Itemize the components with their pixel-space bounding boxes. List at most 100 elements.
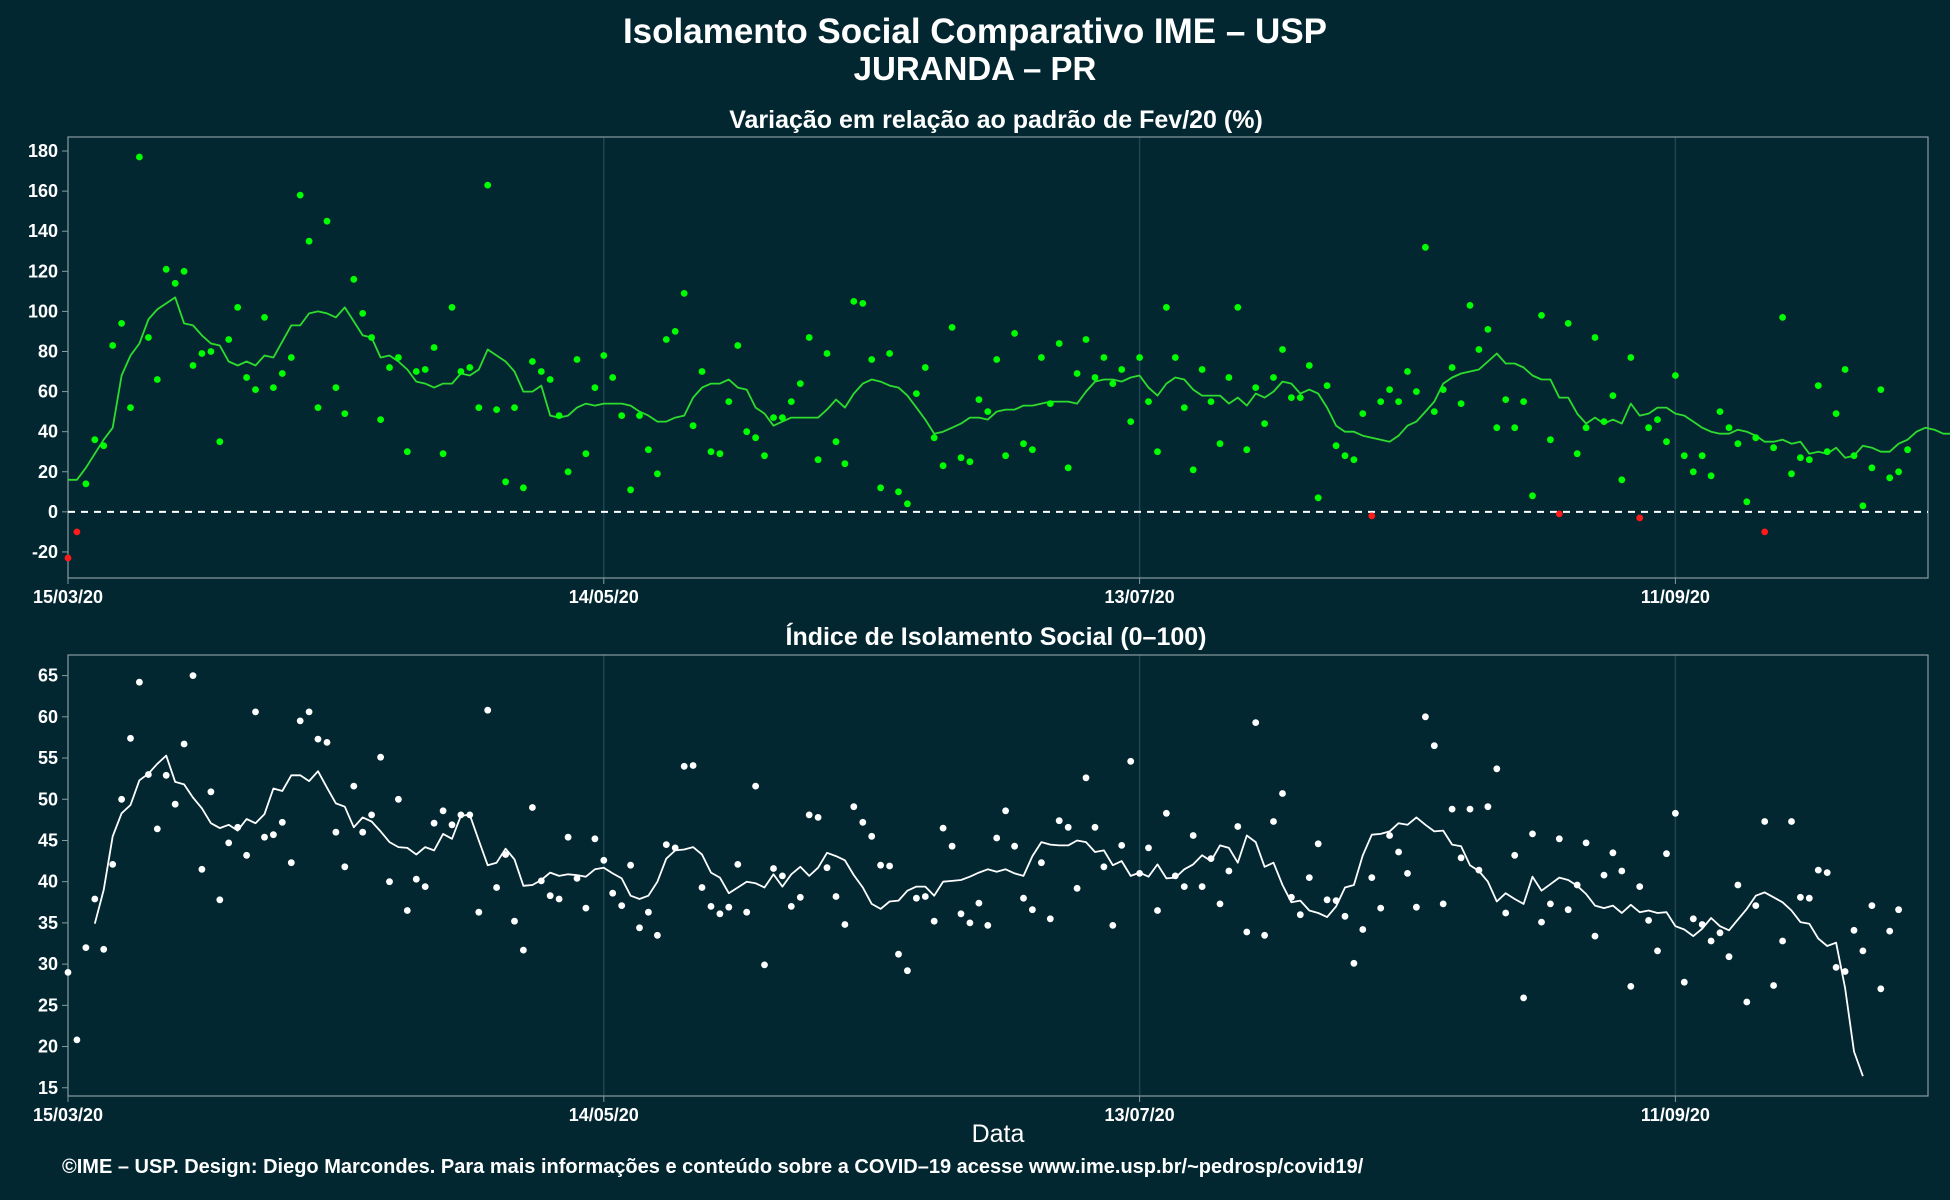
data-point: [145, 771, 152, 778]
data-point: [1805, 894, 1813, 902]
data-point: [680, 762, 688, 770]
data-point: [948, 324, 956, 331]
data-point: [1475, 866, 1483, 874]
data-point: [1707, 472, 1715, 480]
data-point: [1609, 849, 1617, 857]
data-point: [502, 478, 509, 486]
data-point: [1680, 978, 1688, 986]
panel-border: [67, 136, 1929, 579]
data-point: [734, 342, 742, 349]
data-point: [1511, 851, 1519, 859]
data-point: [609, 889, 617, 897]
data-point: [1564, 906, 1572, 914]
data-point: [1734, 440, 1742, 448]
y-tick-label: 30: [38, 954, 58, 974]
data-point: [1189, 832, 1197, 839]
data-point: [403, 448, 411, 456]
data-point: [1386, 832, 1393, 839]
data-point: [1020, 440, 1027, 448]
data-point: [939, 462, 947, 470]
data-point: [198, 865, 206, 873]
data-point: [1055, 340, 1063, 347]
data-point: [1761, 818, 1769, 825]
data-point: [1814, 866, 1822, 874]
data-point: [1609, 392, 1617, 399]
data-point: [386, 878, 393, 886]
data-point: [234, 823, 242, 831]
data-point: [136, 678, 143, 686]
data-point: [278, 370, 286, 377]
data-point: [1555, 835, 1563, 843]
data-point: [1484, 803, 1492, 811]
data-point: [600, 856, 608, 864]
data-point: [1350, 959, 1358, 967]
chart-main-title: Isolamento Social Comparativo IME – USP: [622, 12, 1328, 51]
data-point: [564, 468, 572, 476]
data-point: [341, 410, 349, 417]
data-point: [475, 908, 483, 916]
data-point: [546, 376, 554, 383]
data-point: [448, 304, 456, 311]
data-point: [234, 304, 242, 311]
data-point: [1841, 366, 1849, 373]
data-point: [1430, 408, 1438, 415]
data-point: [957, 454, 965, 462]
data-point: [412, 368, 420, 375]
data-point: [91, 895, 99, 903]
data-point: [439, 450, 447, 458]
data-point: [341, 863, 349, 871]
data-point: [216, 896, 224, 904]
data-point: [1886, 474, 1894, 482]
data-point: [1582, 424, 1590, 432]
panel-1: Variação em relação ao padrão de Fev/20 …: [28, 106, 1950, 607]
data-point: [1207, 398, 1215, 405]
data-point: [1859, 502, 1867, 510]
data-point: [1823, 869, 1831, 876]
data-point: [832, 893, 840, 900]
data-point: [1207, 855, 1215, 862]
data-point: [1672, 809, 1679, 817]
data-point: [314, 735, 322, 743]
x-tick-label: 11/09/20: [1641, 587, 1710, 607]
data-point: [225, 839, 233, 847]
data-point: [1073, 884, 1081, 892]
data-point: [564, 833, 572, 841]
data-point-negative: [64, 554, 72, 562]
data-point: [1154, 448, 1161, 456]
data-point: [591, 384, 599, 391]
data-point: [359, 828, 367, 836]
data-point: [921, 893, 929, 900]
data-point: [636, 924, 643, 932]
data-point: [1582, 839, 1590, 847]
data-point: [1627, 983, 1635, 990]
data-point: [323, 739, 331, 746]
data-point: [1064, 823, 1072, 831]
data-point: [1716, 929, 1724, 937]
data-point: [966, 919, 974, 927]
data-point: [484, 181, 492, 189]
data-point: [430, 819, 438, 827]
data-point: [1395, 398, 1402, 405]
data-point: [1841, 968, 1849, 975]
x-tick-label: 14/05/20: [569, 587, 639, 607]
data-point: [1654, 947, 1661, 955]
data-point: [359, 310, 367, 317]
data-point: [153, 376, 161, 383]
data-point: [600, 352, 608, 359]
y-tick-label: 60: [38, 707, 58, 727]
data-point: [939, 824, 947, 832]
data-point: [984, 922, 992, 929]
data-point: [1216, 440, 1224, 448]
data-point: [100, 945, 108, 953]
data-point: [1779, 314, 1786, 321]
data-point: [930, 434, 938, 442]
data-point: [180, 740, 188, 748]
data-point: [1645, 424, 1652, 432]
panel-2: Índice de Isolamento Social (0–100) 15 20 2…: [33, 622, 1929, 1125]
x-tick-label: 13/07/20: [1105, 1105, 1175, 1125]
data-point: [1404, 870, 1411, 877]
data-point: [1529, 492, 1536, 500]
data-point: [1243, 446, 1251, 454]
y-tick-label: 0: [48, 502, 58, 522]
data-point: [1466, 805, 1474, 813]
